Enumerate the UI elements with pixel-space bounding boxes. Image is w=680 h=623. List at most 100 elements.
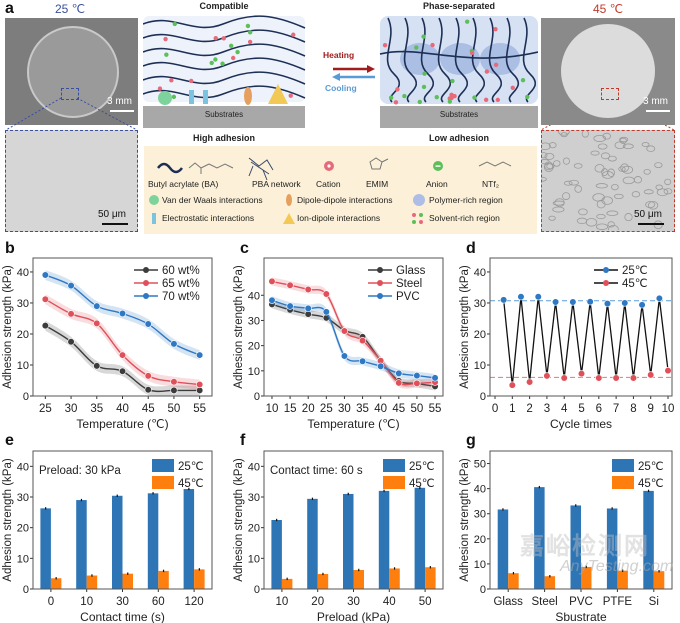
legend-swatch [152,476,174,489]
bar [86,575,98,589]
y-tick-label: 0 [23,391,29,403]
legend-anion: Anion [426,179,448,189]
y-tick-label: 0 [480,391,486,403]
data-point [340,327,349,335]
x-tick-label: 3 [544,403,550,415]
data-point [551,298,560,306]
x-tick-label: 35 [90,403,103,415]
bar [581,566,592,589]
bar [194,569,205,589]
category-label: 30 [116,596,129,608]
data-point [569,298,577,306]
panel-label-e: e [5,432,14,449]
substrate-left [143,106,305,128]
condition-annotation: Contact time: 60 s [270,465,363,477]
bar [317,573,329,589]
x-tick-label: 10 [266,403,279,415]
legend-vdw: Van der Waals interactions [162,195,263,205]
x-tick-label: 25 [320,403,333,415]
legend-marker [603,280,609,286]
bar [606,508,618,589]
panel-label-d: d [466,240,476,257]
y-tick-label: 10 [248,366,260,378]
x-tick-label: 30 [338,403,351,415]
bar [307,498,318,589]
data-point [647,371,655,379]
y-tick-label: 20 [17,329,29,341]
category-label: 10 [80,596,93,608]
legend-swatch [383,459,405,472]
x-tick-label: 2 [526,403,532,415]
right-temperature-label: 45 ℃ [593,2,624,16]
data-point [395,379,403,387]
legend-swatch [152,459,174,472]
y-tick-label: 40 [248,461,260,473]
data-point [577,370,586,378]
data-point [93,302,101,310]
category-label: 50 [419,596,432,608]
x-tick-label: 6 [596,403,602,415]
data-point [517,293,525,301]
bar [414,487,426,589]
data-point [543,372,551,380]
film-disc [27,26,119,118]
y-tick-label: 30 [474,509,486,521]
panel-label-a: a [5,0,14,17]
pba-network-icon [248,157,274,181]
data-point [93,362,101,370]
x-tick-label: 45 [142,403,155,415]
bar [122,573,133,589]
legend-label: PVC [396,291,420,303]
y-tick-label: 10 [248,553,260,565]
bar [183,489,195,589]
plot-frame [32,257,213,397]
bar [653,571,665,589]
data-point [67,338,75,346]
data-point [560,374,568,382]
legend-marker [603,267,609,273]
data-point [534,293,542,301]
legend-label: Glass [396,265,426,277]
mechanism-schematic [143,15,538,128]
plot-frame [263,257,444,397]
bar [271,520,282,589]
sample-photo-25c: 3 mm [5,18,138,125]
legend-emim: EMIM [366,179,389,189]
condition-annotation: Preload: 30 kPa [39,465,121,477]
legend-label: 25℃ [622,265,648,277]
legend-electrostatic: Electrostatic interactions [162,213,255,223]
x-tick-label: 9 [648,403,654,415]
legend-label: 45℃ [638,478,664,490]
bar [425,567,436,589]
legend-marker [143,267,149,273]
legend-swatch [612,459,634,472]
y-tick-label: 20 [474,329,486,341]
data-point [603,299,612,308]
legend-label: 60 wt% [162,265,200,277]
legend-label: 65 wt% [162,278,200,290]
polymer-rich-icon [413,194,425,206]
y-tick-label: 20 [17,523,29,535]
plot-frame [263,450,444,590]
category-label: 0 [48,596,54,608]
watermark-cn: 嘉峪检测网 [520,533,650,560]
x-axis-label: Temperature (℃) [76,417,168,431]
legend-ion-dipole: Ion-dipole interactions [297,213,381,223]
schematic-legend: Butyl acrylate (BA) PBA network Cation E… [144,146,537,234]
y-axis-label: Adhesion strength (kPa) [459,458,471,582]
y-tick-label: 0 [254,584,260,596]
x-axis-label: Sbustrate [555,610,607,623]
data-point [358,336,367,345]
data-point [41,322,49,330]
x-tick-label: 15 [284,403,297,415]
data-point [118,309,127,318]
data-point [655,294,663,302]
data-point [508,381,516,389]
phase-separated-title: Phase-separated [422,1,496,11]
data-point [286,281,294,289]
legend-pba: PBA network [252,179,301,189]
chart-b: 0 10 20 30 40 25 30 35 40 45 50 55 Temperature (℃) Ad… [2,257,213,431]
cooling-label: Cooling [325,83,357,93]
legend-ntf2: NTf₂ [482,179,499,189]
